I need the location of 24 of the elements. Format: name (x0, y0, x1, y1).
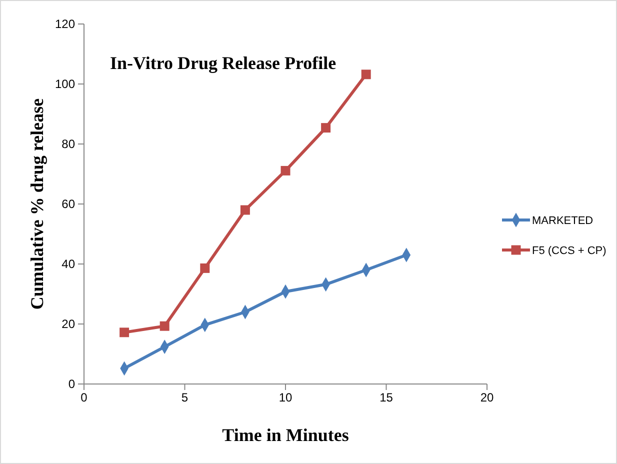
y-tick-label: 60 (62, 196, 76, 211)
point (240, 205, 250, 215)
y-tick-label: 100 (54, 76, 76, 91)
y-tick-label: 20 (62, 316, 76, 331)
legend-label: MARKETED (532, 215, 594, 227)
text: In-Vitro Drug Release Profile (110, 53, 336, 73)
x-tick-label: 10 (278, 390, 292, 405)
y-tick-label: 40 (62, 256, 76, 271)
x-axis-title: Time in Minutes (222, 425, 349, 445)
point (120, 328, 130, 338)
point (321, 123, 331, 133)
x-tick-label: 5 (181, 390, 188, 405)
legend-label: F5 (CCS + CP) (532, 245, 606, 257)
point (200, 263, 210, 273)
x-tick-label: 0 (80, 390, 88, 405)
point (361, 70, 371, 80)
x-tick-label: 15 (380, 390, 394, 405)
x-tick-label: 20 (480, 390, 494, 405)
point (160, 321, 170, 331)
y-tick-label: 120 (54, 16, 76, 31)
y-tick-label: 80 (62, 136, 76, 151)
y-tick-label: 0 (68, 376, 76, 391)
y-axis-title: Cumulative % drug release (27, 98, 47, 310)
point (280, 166, 290, 176)
